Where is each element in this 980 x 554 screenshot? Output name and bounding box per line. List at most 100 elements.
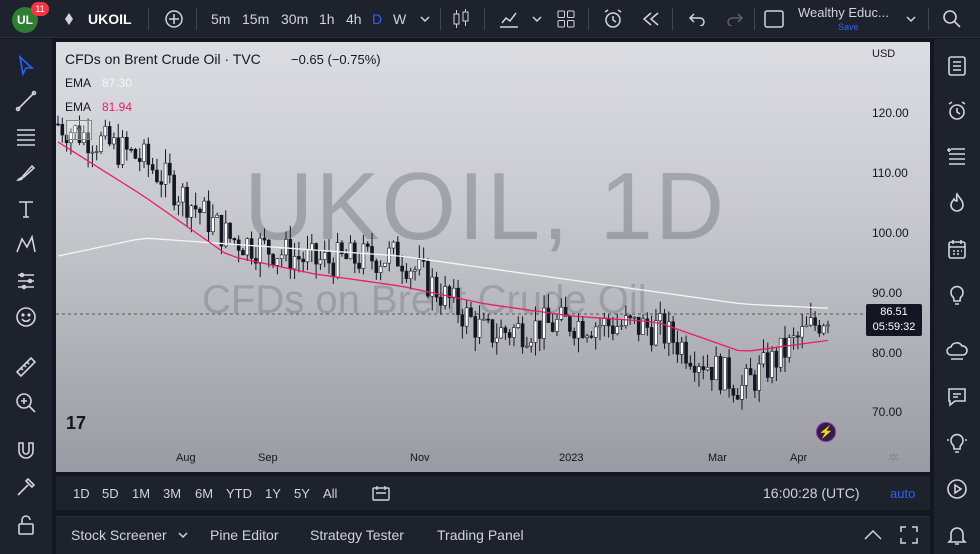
candle-body <box>249 238 254 259</box>
replay-icon[interactable] <box>642 0 660 38</box>
interval-w[interactable]: W <box>393 11 407 27</box>
search-icon[interactable] <box>942 0 962 38</box>
candle-body <box>275 258 280 266</box>
indicators-icon[interactable] <box>498 0 520 38</box>
range-1m[interactable]: 1M <box>132 485 151 501</box>
magnet-icon[interactable] <box>10 437 42 465</box>
stock-screener-dropdown-icon[interactable] <box>178 517 188 553</box>
maximize-panel-icon[interactable] <box>900 517 918 553</box>
tab-strategy-tester[interactable]: Strategy Tester <box>310 527 404 543</box>
trend-line-icon[interactable] <box>10 87 42 115</box>
save-label[interactable]: Save <box>838 22 859 32</box>
candle-type-icon[interactable] <box>452 0 470 38</box>
interval-30m[interactable]: 30m <box>281 11 309 27</box>
fib-icon[interactable] <box>10 123 42 151</box>
candle-body <box>507 332 512 338</box>
candle-body <box>378 266 383 273</box>
candle-body <box>684 341 688 364</box>
ruler-icon[interactable] <box>10 353 42 381</box>
candle-body <box>198 208 202 213</box>
calendar-icon[interactable] <box>943 235 971 263</box>
collapse-legend-icon[interactable]: ^ <box>66 120 92 140</box>
indicators-dropdown-icon[interactable] <box>532 0 542 38</box>
currency-selector[interactable]: USD <box>872 48 896 60</box>
redo-icon[interactable] <box>726 0 744 38</box>
collapse-panel-icon[interactable] <box>864 517 882 553</box>
flash-icon[interactable]: ⚡ <box>816 422 836 442</box>
interval-4h[interactable]: 4h <box>346 11 362 27</box>
candle-body <box>146 143 151 165</box>
utc-clock[interactable]: 16:00:28 (UTC) <box>763 485 860 501</box>
notifications-icon[interactable] <box>943 521 971 549</box>
zoom-icon[interactable] <box>10 389 42 417</box>
streams-icon[interactable] <box>943 337 971 365</box>
candle-body <box>361 243 366 269</box>
tab-trading-panel[interactable]: Trading Panel <box>437 527 524 543</box>
auto-scale-toggle[interactable]: auto <box>890 485 916 501</box>
last-price: 86.51 <box>880 306 908 318</box>
data-window-icon[interactable] <box>943 143 971 171</box>
ema2-label[interactable]: EMA <box>65 100 92 114</box>
candle-body <box>340 242 344 255</box>
interval-d[interactable]: D <box>372 11 383 27</box>
candle-body <box>400 265 404 272</box>
price-tick: 100.00 <box>872 226 909 240</box>
prediction-icon[interactable] <box>10 267 42 295</box>
tradingview-logo[interactable]: 17 <box>66 413 87 433</box>
ema1-label[interactable]: EMA <box>65 76 92 90</box>
interval-1h[interactable]: 1h <box>319 11 335 27</box>
candle-body <box>447 286 452 299</box>
alert-icon[interactable] <box>602 0 624 38</box>
interval-dropdown-icon[interactable] <box>420 0 430 38</box>
chart-area[interactable]: UKOIL, 1D CFDs on Brent Crude Oil CFDs o… <box>56 42 930 472</box>
interval-5m[interactable]: 5m <box>211 11 231 27</box>
tab-pine-editor[interactable]: Pine Editor <box>210 527 279 543</box>
range-6m[interactable]: 6M <box>195 485 214 501</box>
symbol-search[interactable]: UKOIL <box>88 11 132 27</box>
lock-drawing-icon[interactable] <box>10 473 42 501</box>
candle-body <box>826 324 830 327</box>
alerts-icon[interactable] <box>943 97 971 125</box>
chat-icon[interactable] <box>943 383 971 411</box>
playback-icon[interactable] <box>943 475 971 503</box>
range-1d[interactable]: 1D <box>73 485 90 501</box>
range-1y[interactable]: 1Y <box>265 485 281 501</box>
candle-body <box>456 287 460 315</box>
account-name[interactable]: Wealthy Educ... <box>798 5 889 20</box>
candle-body <box>697 366 701 373</box>
candle-body <box>439 296 443 306</box>
ideas-icon[interactable] <box>943 281 971 309</box>
hotlist-icon[interactable] <box>943 189 971 217</box>
legend-title[interactable]: CFDs on Brent Crude Oil · TVC <box>65 51 261 67</box>
account-dropdown-icon[interactable] <box>906 0 916 38</box>
help-icon[interactable] <box>943 429 971 457</box>
cursor-icon[interactable] <box>10 52 42 80</box>
range-ytd[interactable]: YTD <box>226 485 252 501</box>
text-icon[interactable] <box>10 195 42 223</box>
watchlist-icon[interactable] <box>943 52 971 80</box>
candle-body <box>219 214 224 247</box>
range-all[interactable]: All <box>323 485 338 501</box>
goto-date-icon[interactable] <box>372 476 390 510</box>
price-tick: 110.00 <box>872 166 908 180</box>
candle-body <box>202 200 207 213</box>
pattern-icon[interactable] <box>10 231 42 259</box>
candle-body <box>503 327 508 333</box>
emoji-icon[interactable] <box>10 303 42 331</box>
candle-body <box>679 341 684 355</box>
price-chart[interactable] <box>56 42 930 472</box>
candle-body <box>787 337 792 358</box>
interval-15m[interactable]: 15m <box>242 11 270 27</box>
range-5d[interactable]: 5D <box>102 485 119 501</box>
range-5y[interactable]: 5Y <box>294 485 310 501</box>
tab-stock-screener[interactable]: Stock Screener <box>71 527 167 543</box>
settings-icon[interactable]: ✲ <box>888 450 899 465</box>
price-tick: 120.00 <box>872 106 909 120</box>
lock-icon[interactable] <box>10 511 42 539</box>
add-symbol-icon[interactable] <box>164 0 184 38</box>
undo-icon[interactable] <box>688 0 706 38</box>
layouts-icon[interactable] <box>557 0 575 38</box>
range-3m[interactable]: 3M <box>163 485 182 501</box>
fullscreen-chart-icon[interactable] <box>764 0 784 38</box>
brush-icon[interactable] <box>10 159 42 187</box>
